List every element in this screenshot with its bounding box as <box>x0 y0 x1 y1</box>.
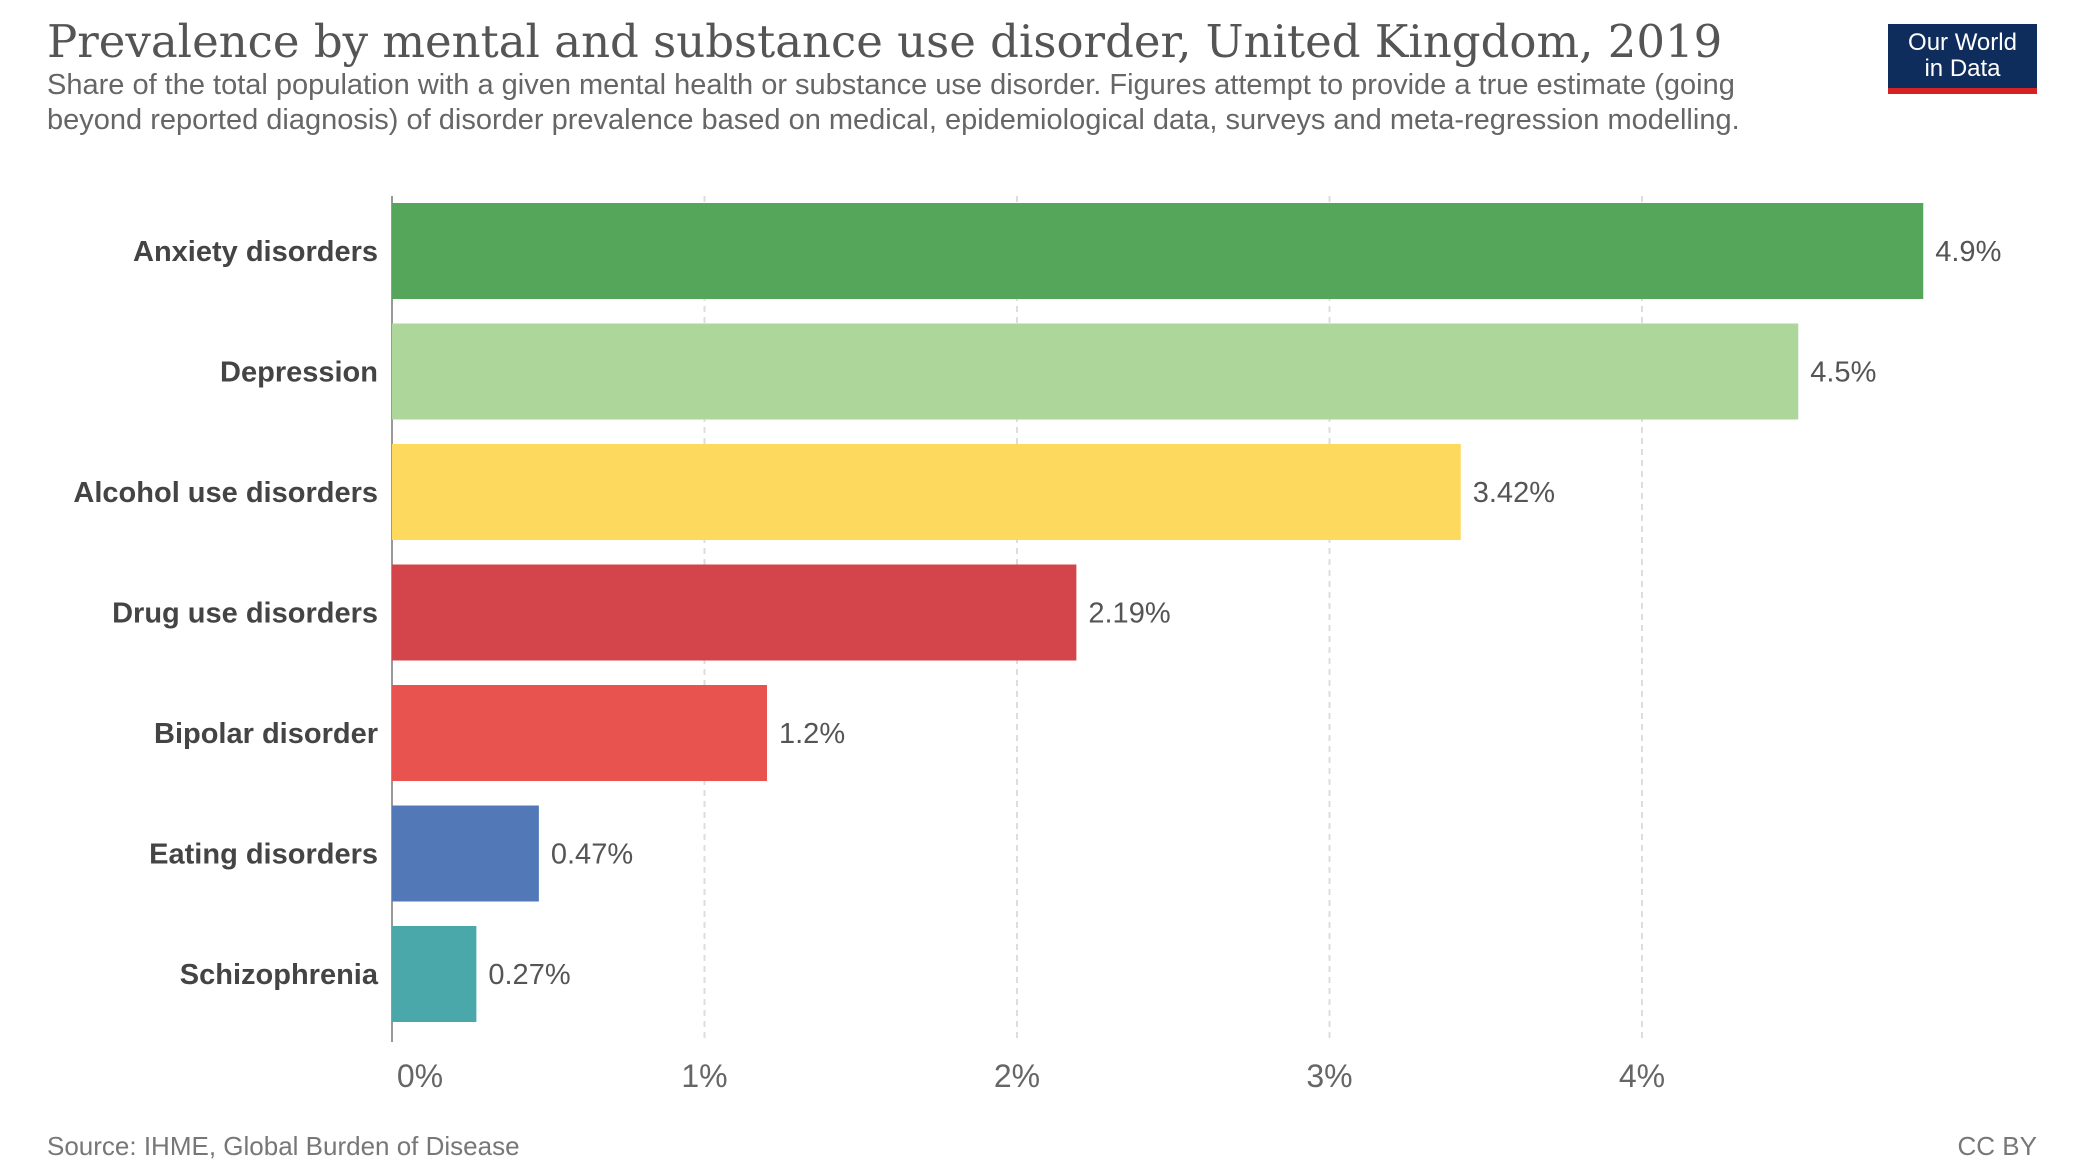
category-label: Drug use disorders <box>112 598 378 630</box>
chart-title: Prevalence by mental and substance use d… <box>47 15 1723 68</box>
chart-subtitle: Share of the total population with a giv… <box>47 69 1740 136</box>
value-label: 0.27% <box>488 959 570 991</box>
bar <box>392 926 477 1022</box>
bar <box>392 805 539 902</box>
x-tick-label: 0% <box>397 1058 443 1094</box>
value-label: 2.19% <box>1088 598 1170 630</box>
bar <box>392 444 1461 540</box>
category-label: Eating disorders <box>149 839 378 871</box>
bar <box>392 203 1924 299</box>
category-label: Schizophrenia <box>180 959 379 991</box>
bar <box>392 564 1077 661</box>
value-label: 4.9% <box>1935 236 2001 268</box>
category-label: Anxiety disorders <box>133 236 378 268</box>
value-label: 4.5% <box>1810 357 1876 389</box>
category-label: Depression <box>220 357 378 389</box>
license-link[interactable]: CC BY <box>1957 1131 2037 1161</box>
x-tick-label: 1% <box>681 1058 727 1094</box>
category-label: Bipolar disorder <box>154 718 378 750</box>
logo-line-1: Our World <box>1908 29 2017 56</box>
bars <box>392 203 1924 1022</box>
bar <box>392 685 767 781</box>
value-label: 0.47% <box>551 839 633 871</box>
owid-logo[interactable]: Our World in Data <box>1888 24 2037 94</box>
x-tick-label: 2% <box>994 1058 1040 1094</box>
value-label: 1.2% <box>779 718 845 750</box>
labels: 0% 1% 2% 3% 4% Anxiety disorders 4.9% Depressio… <box>73 236 2001 1094</box>
logo-line-2: in Data <box>1924 55 2001 82</box>
x-tick-label: 4% <box>1619 1058 1665 1094</box>
source-note[interactable]: Source: IHME, Global Burden of Disease <box>47 1131 520 1161</box>
bar <box>392 323 1799 420</box>
category-label: Alcohol use disorders <box>73 477 378 509</box>
value-label: 3.42% <box>1473 477 1555 509</box>
x-tick-label: 3% <box>1306 1058 1352 1094</box>
